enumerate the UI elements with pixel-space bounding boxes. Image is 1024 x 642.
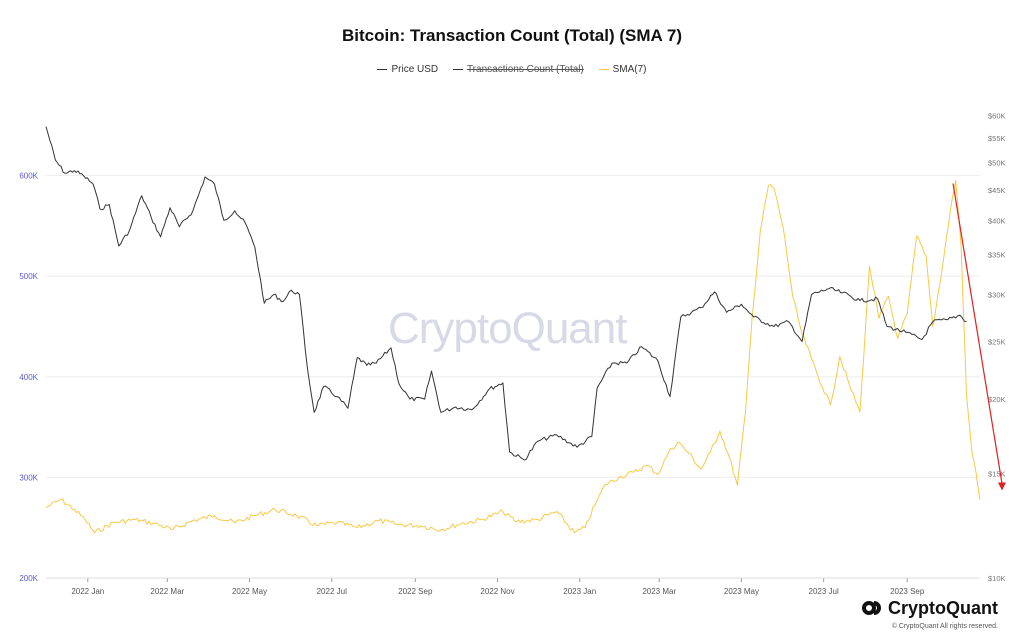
right-tick-label: $15K (988, 469, 1006, 478)
x-tick-label: 2022 Mar (150, 587, 184, 596)
legend-label-sma: SMA(7) (612, 63, 647, 75)
right-axis: $10K $15K $20K $25K $30K $35K $40K $45K $50K $55K… (988, 112, 1006, 583)
x-tick-label: 2022 Nov (480, 587, 514, 596)
x-tick-label: 2022 Sep (398, 587, 433, 596)
legend-item-sma[interactable]: SMA(7) (598, 63, 647, 75)
x-tick-label: 2023 May (724, 587, 759, 596)
right-tick-label: $30K (988, 291, 1006, 300)
x-tick-label: 2022 Jan (71, 587, 104, 596)
legend-swatch-transactions (452, 68, 463, 70)
brand-name: CryptoQuant (888, 597, 998, 618)
legend: Price USD Transactions Count (Total) SMA… (0, 62, 1024, 75)
x-tick-label: 2023 Sep (890, 587, 925, 596)
left-tick-label: 400K (19, 373, 38, 382)
x-tick-label: 2022 Jul (317, 587, 347, 596)
series-line-sma7 (45, 180, 981, 534)
watermark: CryptoQuant (388, 304, 627, 353)
right-tick-label: $10K (988, 574, 1006, 583)
x-tick-label: 2022 May (232, 587, 267, 596)
x-tick-label: 2023 Mar (642, 587, 676, 596)
series-layer (45, 126, 981, 534)
legend-label-transactions: Transactions Count (Total) (466, 63, 584, 75)
grid-lines (46, 175, 980, 579)
copyright: © CryptoQuant All rights reserved. (891, 623, 998, 630)
right-tick-label: $50K (988, 159, 1006, 168)
x-axis: 2022 Jan 2022 Mar 2022 May 2022 Jul 2022 Sep… (46, 577, 980, 596)
cryptoquant-logo-icon (862, 601, 881, 615)
series-line-price-usd (45, 126, 967, 461)
trend-arrow-line (952, 183, 1003, 484)
right-tick-label: $25K (988, 338, 1006, 347)
left-tick-label: 600K (19, 172, 38, 181)
legend-swatch-price (377, 68, 388, 70)
left-tick-label: 200K (19, 574, 38, 583)
x-tick-label: 2023 Jan (563, 587, 596, 596)
right-tick-label: $35K (988, 251, 1006, 260)
legend-label-price: Price USD (391, 63, 439, 75)
right-tick-label: $55K (988, 134, 1006, 143)
right-tick-label: $20K (988, 395, 1006, 404)
left-axis: 200K 300K 400K 500K 600K (19, 172, 38, 584)
brand: CryptoQuant (861, 597, 998, 619)
trend-arrow-head (998, 482, 1006, 491)
left-tick-label: 500K (19, 272, 38, 281)
legend-item-price[interactable]: Price USD (377, 64, 438, 75)
legend-item-transactions[interactable]: Transactions Count (Total) (452, 63, 584, 75)
annotations (952, 183, 1006, 491)
left-tick-label: 300K (19, 473, 38, 482)
right-tick-label: $40K (988, 216, 1006, 225)
right-tick-label: $60K (988, 112, 1006, 121)
x-tick-label: 2023 Jul (809, 587, 839, 596)
chart-title: Bitcoin: Transaction Count (Total) (SMA … (342, 26, 682, 45)
legend-swatch-sma (598, 68, 609, 70)
right-tick-label: $45K (988, 186, 1006, 195)
